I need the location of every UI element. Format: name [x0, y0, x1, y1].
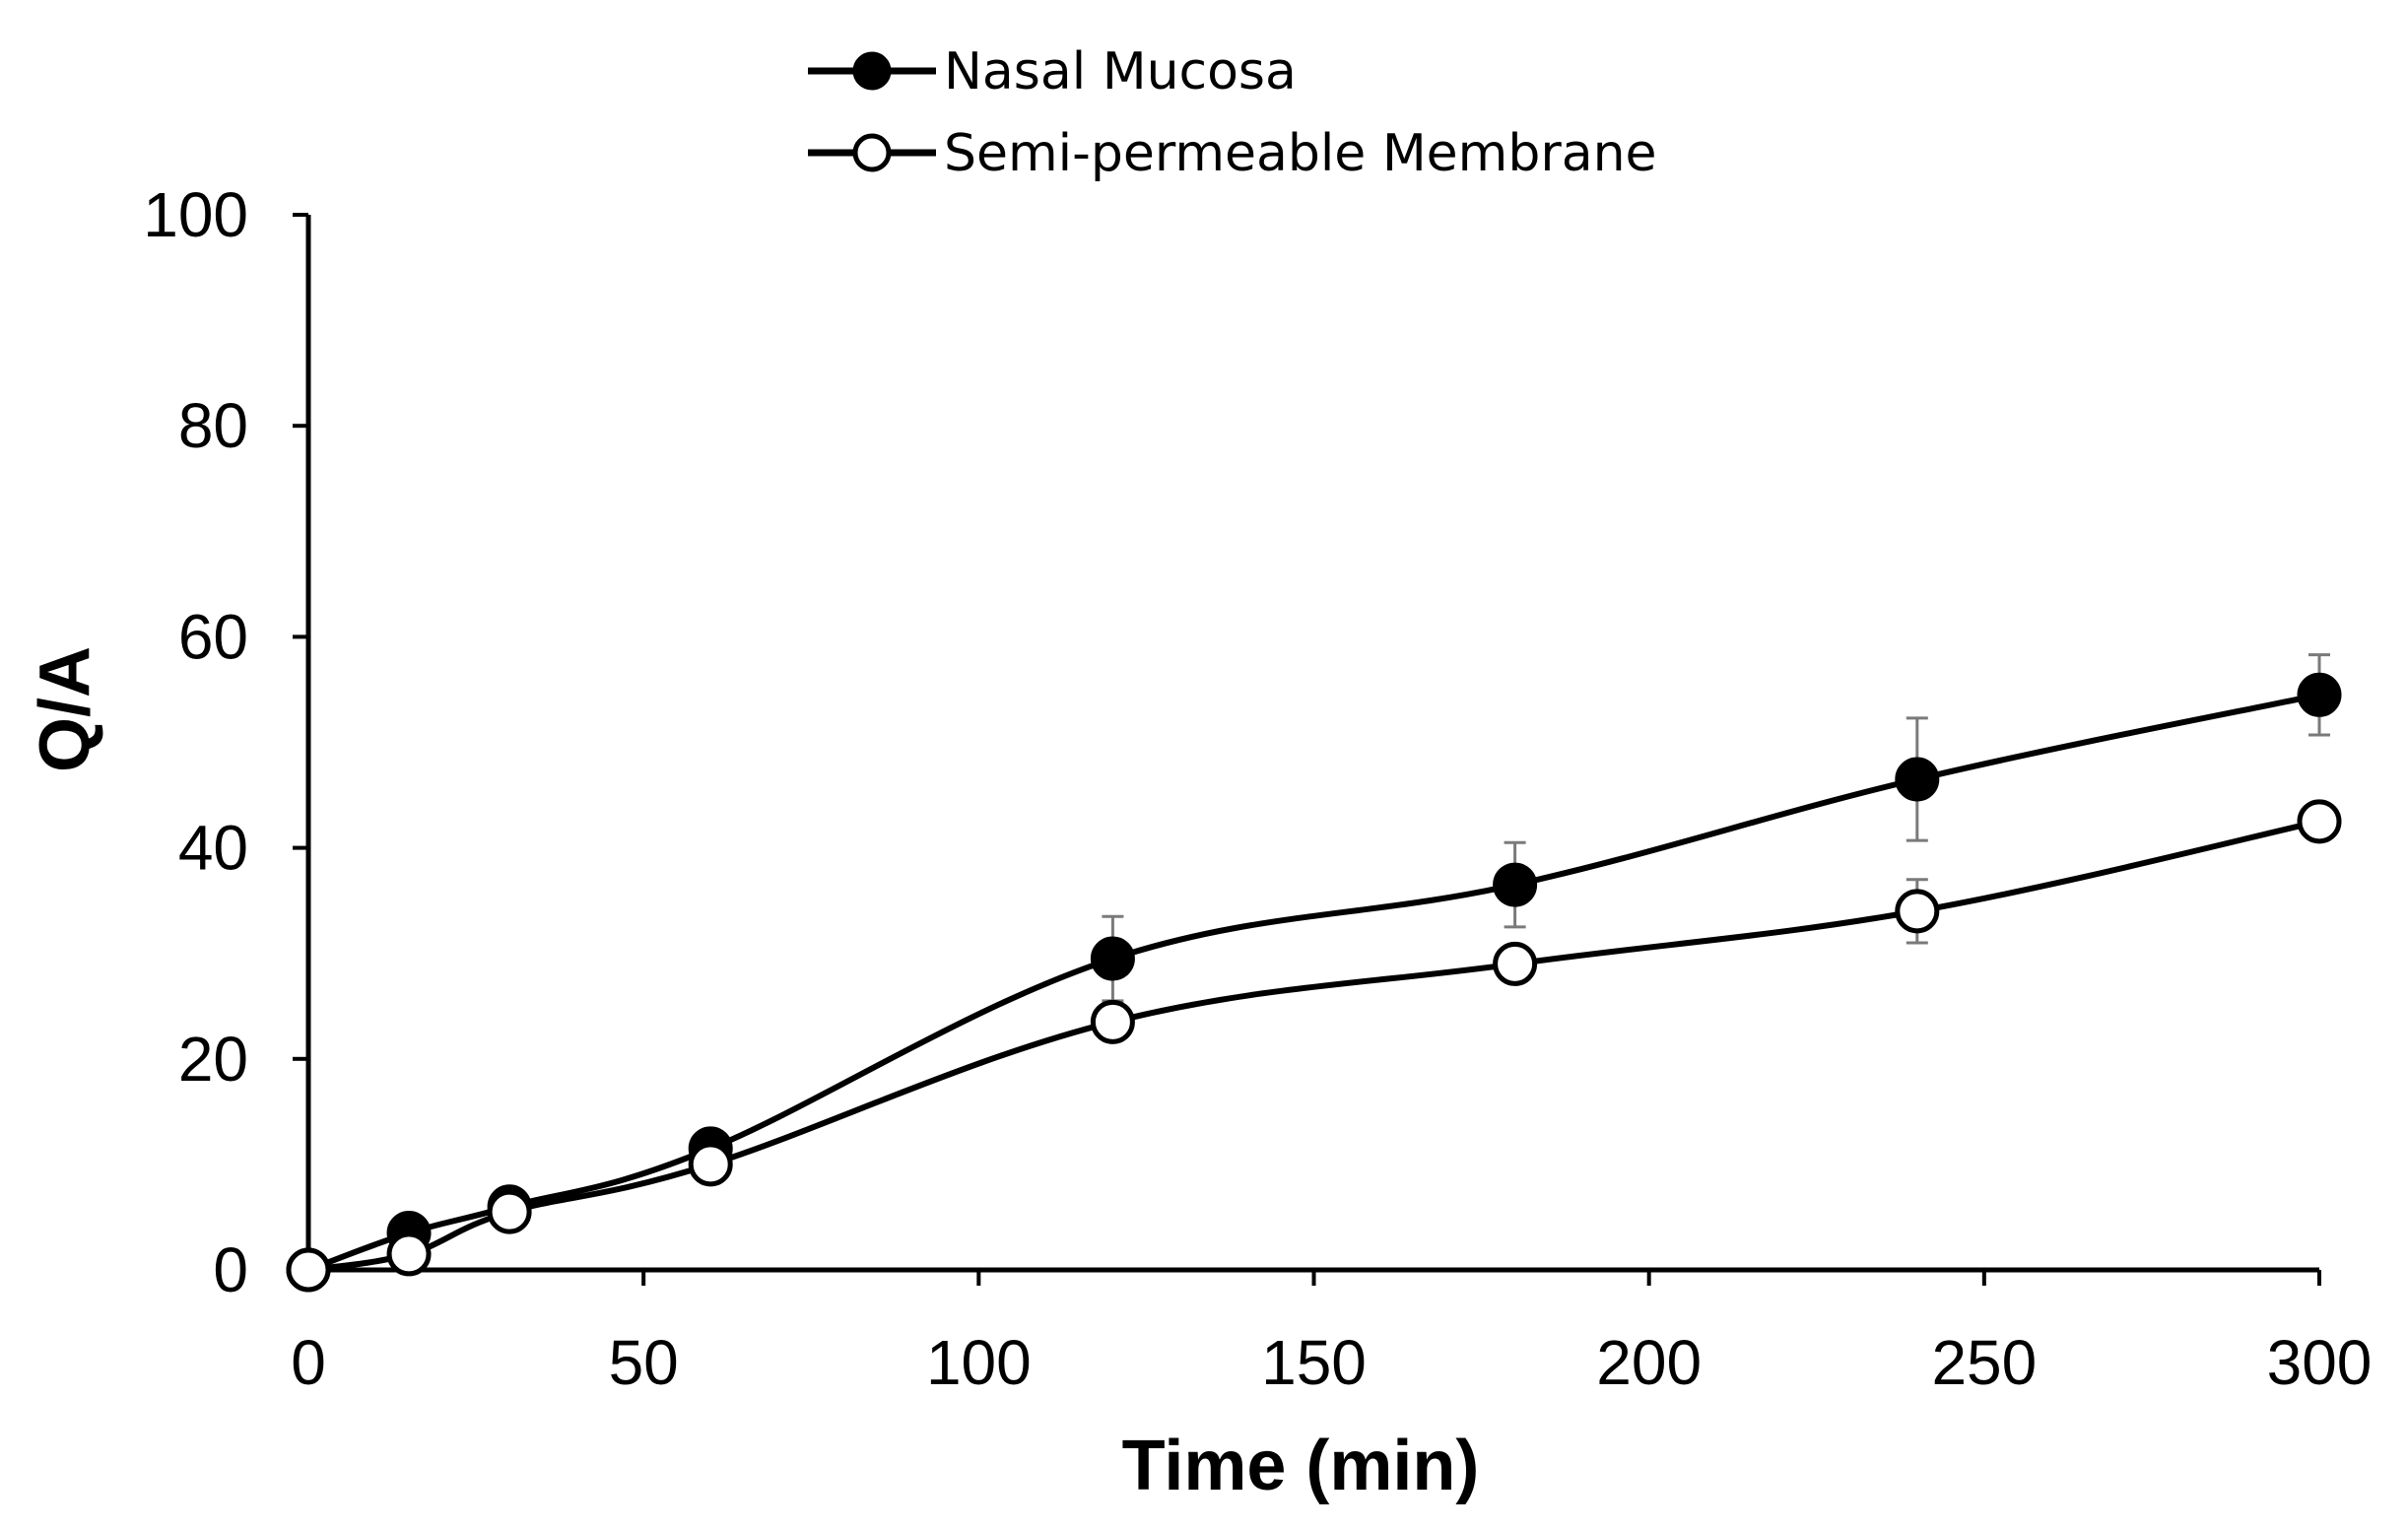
x-tick-label: 50	[609, 1327, 679, 1398]
legend-marker-nasal-mucosa	[852, 51, 892, 91]
data-point-semi-permeable-membrane	[1493, 941, 1538, 986]
legend-item-nasal-mucosa: Nasal Mucosa	[808, 42, 1297, 101]
y-tick-label: 100	[143, 179, 248, 250]
legend-marker-semi-permeable-membrane	[852, 133, 892, 172]
series-line-semi-permeable-membrane	[307, 818, 2320, 1273]
data-point-semi-permeable-membrane	[286, 1247, 331, 1293]
y-tick-label: 20	[178, 1024, 248, 1095]
data-point-semi-permeable-membrane	[1090, 999, 1135, 1044]
legend-item-semi-permeable-membrane: Semi-permeable Membrane	[808, 124, 1657, 183]
x-tick-label: 0	[291, 1327, 326, 1398]
data-point-nasal-mucosa	[1895, 757, 1940, 802]
x-tick-label: 100	[926, 1327, 1032, 1398]
x-axis-title: Time (min)	[1122, 1427, 1480, 1505]
data-point-semi-permeable-membrane	[1895, 889, 1940, 934]
data-point-nasal-mucosa	[1090, 936, 1135, 981]
legend-label-semi-permeable-membrane: Semi-permeable Membrane	[944, 124, 1657, 183]
x-tick-label: 250	[1931, 1327, 2037, 1398]
series-line-nasal-mucosa	[306, 692, 2320, 1273]
data-point-semi-permeable-membrane	[2297, 799, 2342, 844]
data-point-semi-permeable-membrane	[487, 1189, 532, 1234]
data-point-semi-permeable-membrane	[386, 1231, 432, 1277]
axes	[305, 215, 2319, 1273]
data-point-nasal-mucosa	[1493, 862, 1538, 907]
y-tick-label: 40	[178, 813, 248, 884]
x-tick-label: 150	[1261, 1327, 1367, 1398]
series-layer	[286, 653, 2342, 1293]
y-tick-label: 60	[178, 601, 248, 672]
y-axis-title: Q/A	[26, 646, 104, 772]
x-tick-label: 200	[1596, 1327, 1702, 1398]
series-semi-permeable-membrane	[286, 799, 2342, 1293]
data-point-semi-permeable-membrane	[688, 1142, 733, 1187]
legend: Nasal Mucosa Semi-permeable Membrane	[808, 42, 1657, 183]
y-tick-label: 0	[213, 1234, 248, 1305]
tick-layer: 0 50 100 150 200 250 300 0 20 40 60 80 100	[143, 179, 2372, 1398]
legend-label-nasal-mucosa: Nasal Mucosa	[944, 42, 1297, 101]
y-tick-label: 80	[178, 390, 248, 461]
x-tick-label: 300	[2267, 1327, 2373, 1398]
data-point-nasal-mucosa	[2297, 672, 2342, 717]
